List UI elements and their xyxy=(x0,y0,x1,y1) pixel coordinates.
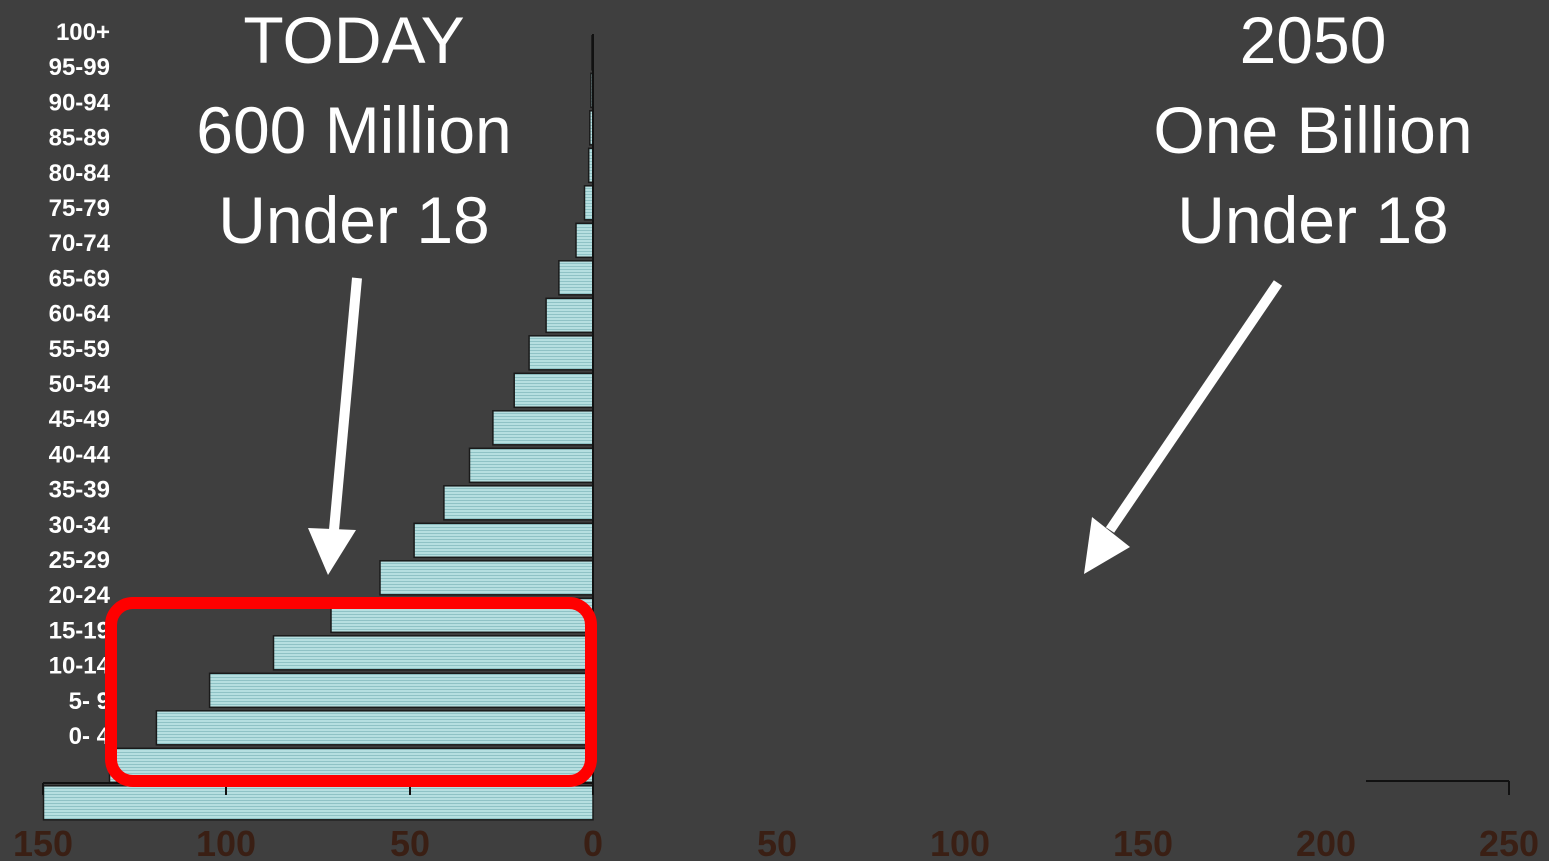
bar-40-44 xyxy=(443,485,594,521)
age-label-60-64: 60-64 xyxy=(49,301,111,328)
x-tick-label-2: 50 xyxy=(390,823,430,861)
age-label-95-99: 95-99 xyxy=(49,54,110,81)
bar-20-24 xyxy=(272,635,594,671)
age-label-45-49: 45-49 xyxy=(49,406,110,433)
bar-35-39 xyxy=(413,522,594,559)
age-label-40-44: 40-44 xyxy=(49,441,111,468)
bar-45-49 xyxy=(468,447,594,484)
annotation-right-line-1: 2050 xyxy=(1240,3,1387,77)
age-group-labels: 100+ 95-99 90-94 85-89 80-84 75-79 70-74 65-69 6… xyxy=(49,19,111,750)
bar-70-74 xyxy=(558,260,594,296)
age-label-50-54: 50-54 xyxy=(49,371,111,398)
arrow-right xyxy=(1105,280,1283,533)
age-label-35-39: 35-39 xyxy=(49,477,110,504)
x-tick-label-0: 150 xyxy=(13,823,73,861)
age-label-90-94: 90-94 xyxy=(49,89,111,116)
annotation-right-line-2: One Billion xyxy=(1153,93,1472,167)
age-label-15-19: 15-19 xyxy=(49,617,110,644)
bar-75-79 xyxy=(575,222,594,259)
bar-50-54 xyxy=(492,410,594,446)
age-label-5-9: 5- 9 xyxy=(69,688,110,715)
bar-10-14 xyxy=(155,710,594,746)
bar-15-19 xyxy=(208,672,594,709)
age-label-55-59: 55-59 xyxy=(49,336,110,363)
age-label-30-34: 30-34 xyxy=(49,512,111,539)
bar-30-34 xyxy=(379,560,594,596)
x-tick-label-6: 150 xyxy=(1113,823,1173,861)
under-18-highlight-box xyxy=(105,597,597,787)
x-tick-label-8: 250 xyxy=(1479,823,1539,861)
annotation-left-line-1: TODAY xyxy=(243,3,464,77)
annotation-left-line-2: 600 Million xyxy=(196,93,512,167)
age-label-65-69: 65-69 xyxy=(49,265,110,292)
age-label-10-14: 10-14 xyxy=(49,653,111,680)
age-label-0-4: 0- 4 xyxy=(69,723,111,750)
age-label-80-84: 80-84 xyxy=(49,160,111,187)
age-label-25-29: 25-29 xyxy=(49,547,110,574)
x-tick-label-7: 200 xyxy=(1296,823,1356,861)
x-tick-label-4: 50 xyxy=(757,823,797,861)
x-tick-label-3: 0 xyxy=(583,823,603,861)
bar-55-59 xyxy=(513,372,594,409)
arrow-left-head xyxy=(308,528,356,575)
bar-60-64 xyxy=(528,335,594,371)
bar-0-4 xyxy=(42,785,594,821)
annotation-left-line-3: Under 18 xyxy=(218,183,490,257)
bar-80-84 xyxy=(583,185,594,221)
age-label-100plus: 100+ xyxy=(56,19,110,46)
arrow-left xyxy=(329,277,362,531)
x-tick-label-1: 100 xyxy=(196,823,256,861)
x-tick-label-5: 100 xyxy=(930,823,990,861)
bar-65-69 xyxy=(545,297,594,334)
age-label-70-74: 70-74 xyxy=(49,230,111,257)
age-label-85-89: 85-89 xyxy=(49,125,110,152)
age-label-75-79: 75-79 xyxy=(49,195,110,222)
annotation-right-line-3: Under 18 xyxy=(1177,183,1449,257)
age-label-20-24: 20-24 xyxy=(49,582,111,609)
arrow-right-head xyxy=(1084,517,1130,574)
